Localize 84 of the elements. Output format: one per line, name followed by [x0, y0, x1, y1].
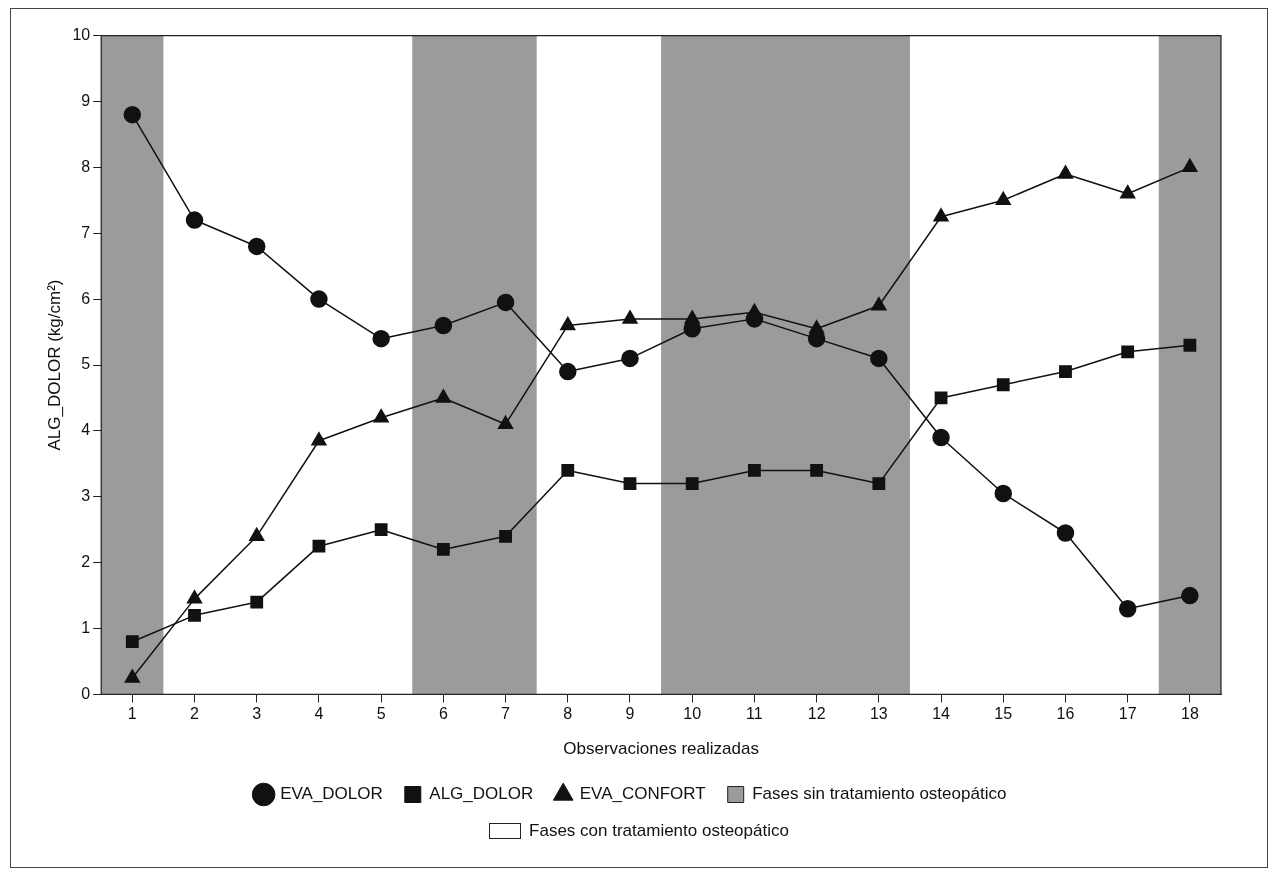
- point: [559, 362, 577, 381]
- x-tick-label: 2: [190, 705, 200, 723]
- point: [372, 329, 390, 348]
- point: [996, 378, 1010, 392]
- point: [499, 529, 512, 543]
- x-axis-title: Observaciones realizadas: [563, 739, 759, 759]
- x-tick-label: 1: [127, 705, 137, 723]
- point: [745, 310, 764, 328]
- point: [249, 527, 265, 542]
- point: [250, 595, 264, 609]
- point: [1183, 338, 1197, 352]
- point: [497, 415, 514, 430]
- legend-label: EVA_CONFORT: [579, 784, 706, 804]
- x-tick-label: 4: [314, 705, 324, 723]
- y-tick-label: 10: [72, 26, 91, 44]
- x-tick-label: 13: [869, 705, 888, 723]
- x-tick-label: 12: [807, 705, 826, 723]
- point: [496, 293, 515, 312]
- x-tick-label: 15: [994, 705, 1013, 723]
- point: [994, 484, 1013, 503]
- x-tick-label: 8: [563, 705, 573, 723]
- point: [1182, 158, 1198, 173]
- y-tick-label: 3: [81, 487, 91, 505]
- y-tick-label: 7: [81, 223, 91, 241]
- x-tick-label: 9: [625, 705, 635, 723]
- point: [748, 464, 761, 477]
- y-tick-label: 6: [81, 289, 91, 307]
- y-tick-label: 5: [81, 355, 91, 373]
- x-tick-label: 7: [501, 705, 511, 723]
- x-tick-label: 14: [932, 705, 951, 723]
- point: [124, 669, 140, 683]
- point: [125, 635, 139, 649]
- point: [247, 237, 266, 256]
- y-tick-label: 9: [81, 91, 91, 109]
- y-tick-label: 1: [81, 618, 91, 636]
- point: [561, 464, 575, 477]
- y-tick-label: 0: [81, 684, 91, 702]
- point: [312, 539, 326, 553]
- point: [123, 105, 142, 124]
- point: [932, 428, 950, 447]
- point: [621, 349, 639, 368]
- point: [311, 432, 327, 446]
- x-tick-label: 6: [438, 705, 448, 723]
- point: [374, 523, 388, 537]
- point: [1057, 165, 1074, 179]
- legend-label: EVA_DOLOR: [280, 784, 383, 804]
- point: [373, 408, 389, 423]
- point: [1059, 365, 1072, 378]
- legend-label: ALG_DOLOR: [429, 784, 534, 804]
- x-tick-label: 17: [1118, 705, 1137, 723]
- point: [1120, 184, 1136, 199]
- legend-label: Fases sin tratamiento osteopático: [752, 784, 1007, 804]
- point: [188, 608, 201, 622]
- point: [1056, 524, 1075, 542]
- x-tick-label: 16: [1056, 705, 1075, 723]
- y-axis-title: ALG_DOLOR (kg/cm²): [44, 279, 64, 451]
- point: [186, 590, 203, 604]
- point: [435, 389, 452, 403]
- x-tick-label: 10: [683, 705, 702, 723]
- point: [436, 543, 450, 556]
- point: [622, 310, 638, 324]
- x-tick-label: 18: [1181, 705, 1199, 723]
- point: [872, 477, 886, 490]
- point: [1121, 345, 1135, 359]
- text: Fases con tratamiento osteopático: [529, 821, 789, 841]
- y-tick-label: 4: [81, 421, 91, 439]
- point: [871, 296, 887, 311]
- point: [995, 191, 1011, 206]
- point: [1118, 600, 1137, 618]
- point: [933, 208, 949, 222]
- point: [623, 477, 637, 490]
- point: [685, 477, 699, 490]
- x-tick-label: 5: [376, 705, 386, 723]
- y-tick-label: 8: [81, 157, 91, 175]
- point: [810, 464, 824, 477]
- point: [310, 290, 328, 308]
- x-tick-label: 11: [746, 705, 763, 723]
- point: [185, 211, 204, 229]
- point: [870, 349, 888, 368]
- x-tick-label: 3: [252, 705, 262, 723]
- y-tick-label: 2: [81, 553, 91, 571]
- point: [560, 316, 576, 331]
- point: [1181, 586, 1199, 605]
- point: [434, 316, 453, 335]
